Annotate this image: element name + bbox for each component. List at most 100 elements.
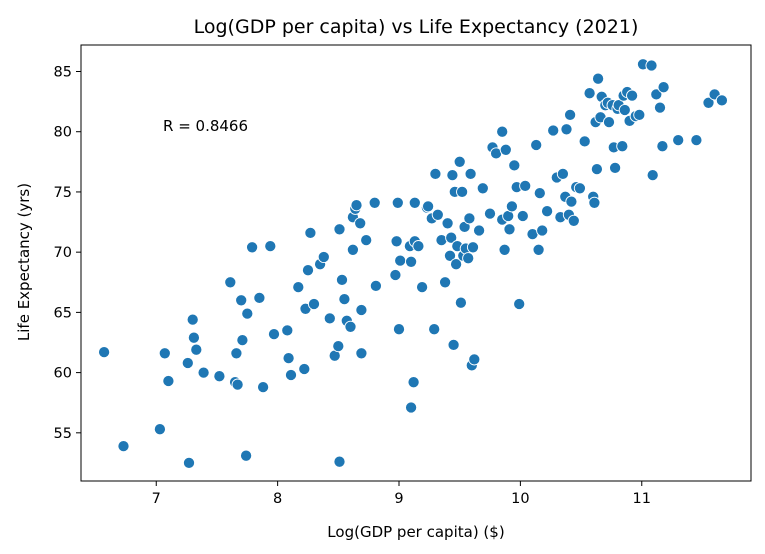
- chart-title: Log(GDP per capita) vs Life Expectancy (…: [194, 16, 639, 38]
- data-point: [246, 241, 259, 254]
- x-tick-label: 9: [394, 491, 403, 507]
- data-point: [516, 209, 529, 223]
- data-point: [618, 103, 631, 117]
- data-point: [182, 456, 196, 469]
- data-point: [588, 196, 601, 209]
- data-point: [657, 81, 670, 94]
- data-point: [653, 101, 667, 114]
- data-point: [536, 224, 549, 237]
- data-point: [476, 182, 489, 195]
- data-point: [304, 226, 317, 239]
- data-point: [656, 140, 669, 153]
- plot-frame: [80, 44, 752, 482]
- x-tick-label: 8: [273, 491, 282, 507]
- data-point: [645, 59, 658, 72]
- data-point: [573, 182, 586, 195]
- data-point: [405, 255, 418, 268]
- data-point: [447, 338, 460, 351]
- data-point: [715, 94, 728, 107]
- data-point: [98, 346, 111, 359]
- data-point: [463, 212, 476, 225]
- data-point: [702, 96, 715, 109]
- data-point: [439, 276, 452, 289]
- data-point: [583, 87, 596, 100]
- y-tick-label: 75: [54, 185, 72, 201]
- y-tick-label: 80: [54, 125, 72, 141]
- data-point: [230, 347, 243, 360]
- data-point: [592, 72, 605, 85]
- plot-area: 7 8 9 10 11 55 60 65 70 75 80 85: [54, 44, 752, 507]
- data-point: [446, 169, 459, 182]
- data-point: [578, 135, 591, 148]
- data-point: [499, 143, 512, 156]
- data-point: [162, 374, 175, 388]
- data-point: [181, 356, 194, 370]
- data-point: [462, 252, 475, 265]
- data-point: [690, 134, 703, 147]
- data-point: [496, 125, 509, 138]
- y-tick-label: 70: [54, 245, 72, 261]
- data-point: [190, 343, 203, 356]
- data-point: [508, 159, 521, 172]
- data-point: [257, 381, 270, 394]
- data-point: [213, 370, 226, 383]
- data-point: [498, 243, 511, 256]
- data-point: [346, 243, 359, 256]
- data-point: [519, 179, 532, 192]
- data-point: [235, 294, 248, 307]
- data-point: [360, 234, 373, 247]
- data-point: [429, 167, 442, 180]
- data-point: [369, 279, 382, 292]
- data-point: [350, 199, 363, 212]
- data-point: [443, 249, 457, 262]
- x-axis-label: Log(GDP per capita) ($): [327, 523, 504, 541]
- data-point: [368, 196, 381, 209]
- data-point: [355, 347, 368, 360]
- data-point: [616, 140, 629, 153]
- data-point: [532, 243, 545, 256]
- correlation-annotation: R = 0.8466: [163, 117, 248, 135]
- data-point: [323, 312, 336, 325]
- data-point: [267, 328, 281, 341]
- data-point: [354, 217, 367, 230]
- data-point: [338, 293, 351, 306]
- data-point: [333, 223, 346, 236]
- data-point: [197, 366, 210, 379]
- data-point: [431, 208, 444, 221]
- y-axis-label: Life Expectancy (yrs): [15, 183, 33, 341]
- data-point: [450, 258, 463, 271]
- x-tick-label: 7: [152, 491, 161, 507]
- data-point: [633, 108, 646, 121]
- data-point: [282, 352, 295, 365]
- data-point: [236, 334, 249, 347]
- data-point: [389, 268, 402, 282]
- data-point: [453, 155, 466, 168]
- data-point: [505, 200, 518, 213]
- data-point: [547, 124, 560, 137]
- data-point: [422, 200, 435, 213]
- data-point: [609, 161, 622, 174]
- data-point: [344, 320, 357, 333]
- data-point: [466, 241, 480, 254]
- data-point: [416, 281, 429, 294]
- data-point: [307, 297, 321, 311]
- data-point: [530, 138, 543, 152]
- data-point: [394, 254, 407, 267]
- data-point: [646, 169, 659, 182]
- data-point: [335, 273, 349, 286]
- data-point: [253, 291, 266, 304]
- data-point: [590, 163, 603, 176]
- data-point: [468, 353, 481, 366]
- data-point: [533, 187, 546, 200]
- data-point: [186, 313, 199, 326]
- data-point: [284, 368, 298, 382]
- data-point: [456, 185, 469, 198]
- data-point: [301, 264, 315, 277]
- y-tick-label: 85: [54, 64, 72, 80]
- data-point: [556, 167, 569, 180]
- data-point: [292, 281, 305, 294]
- y-tick-label: 60: [54, 366, 72, 382]
- data-point: [231, 378, 244, 391]
- data-point: [513, 297, 526, 311]
